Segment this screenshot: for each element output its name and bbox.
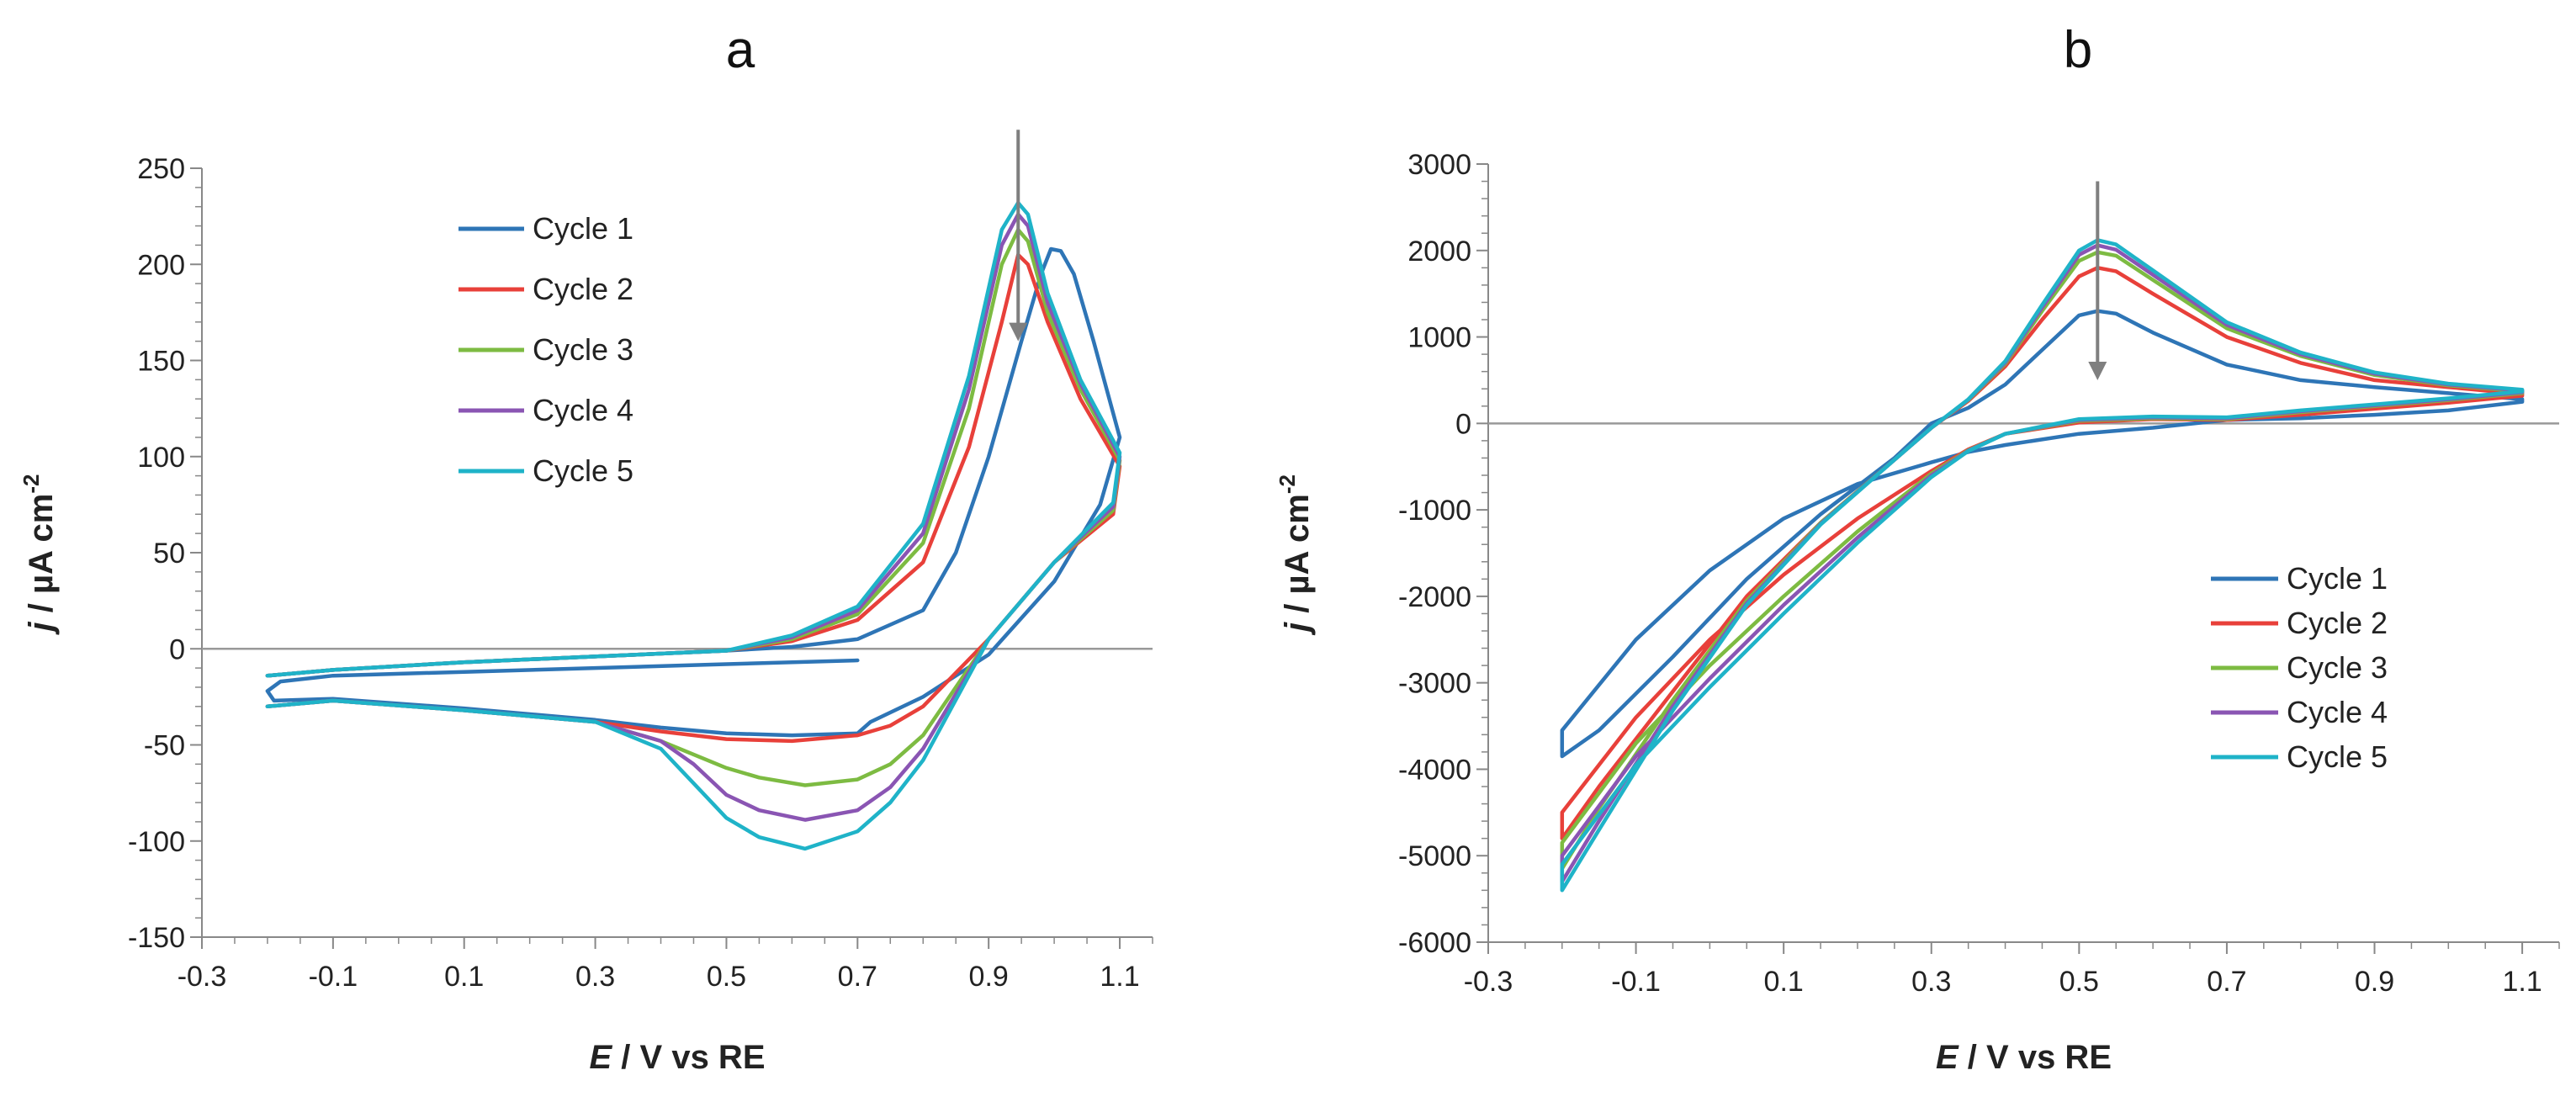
chart-b-y-axis-label: j / µA cm-2 [1275, 474, 1316, 636]
chart-b-legend-label-cycle-4: Cycle 4 [2287, 695, 2388, 729]
chart-b-x-tick-label: 1.1 [2502, 966, 2542, 998]
chart-b-legend-label-cycle-3: Cycle 3 [2287, 650, 2388, 685]
chart-b-legend-label-cycle-1: Cycle 1 [2287, 561, 2388, 596]
chart-b-y-tick-label: -4000 [1398, 754, 1471, 786]
chart-a-legend-label-cycle-2: Cycle 2 [533, 272, 633, 306]
chart-b-x-axis-label: E / V vs RE [1936, 1039, 2112, 1076]
chart-a-y-tick-label: 200 [137, 249, 185, 281]
chart-a-panel-title: a [726, 21, 755, 79]
chart-a-x-tick-label: -0.1 [309, 961, 358, 993]
chart-b-y-tick-label: -3000 [1398, 668, 1471, 700]
chart-a-legend-label-cycle-4: Cycle 4 [533, 393, 633, 427]
chart-a-y-tick-label: 50 [153, 538, 185, 570]
chart-b-arrow-head-icon [2088, 361, 2107, 380]
chart-a-x-tick-label: 0.7 [838, 961, 877, 993]
chart-a-legend: Cycle 1 Cycle 2 Cycle 3 Cycle 4 Cycle 5 [458, 211, 633, 488]
chart-b-panel-title: b [2064, 21, 2092, 79]
chart-b-x-tick-label: -0.3 [1464, 966, 1513, 998]
chart-a-series-line-cycle-5 [265, 200, 1122, 851]
chart-panel-b: b 3000 2000 1000 0 -1000 -2000 -3000 -4000 -5000 -… [1275, 21, 2560, 1076]
chart-b-y-tick-label: 3000 [1407, 149, 1471, 181]
chart-b-x-tick-label: 0.9 [2355, 966, 2394, 998]
chart-b-legend-label-cycle-5: Cycle 5 [2287, 739, 2388, 774]
chart-a-x-tick-label: 0.5 [707, 961, 746, 993]
chart-b-y-tick-label: -5000 [1398, 840, 1471, 872]
chart-a-y-tick-label: 100 [137, 442, 185, 474]
chart-b-x-tick-label: -0.1 [1611, 966, 1661, 998]
chart-a-legend-label-cycle-5: Cycle 5 [533, 453, 633, 488]
chart-a-y-tick-label: -100 [128, 826, 185, 858]
chart-a-x-axis-label: E / V vs RE [590, 1039, 766, 1076]
chart-b-legend: Cycle 1 Cycle 2 Cycle 3 Cycle 4 Cycle 5 [2211, 561, 2388, 774]
chart-a-legend-label-cycle-3: Cycle 3 [533, 332, 633, 367]
chart-b-series-line-cycle-5 [1560, 238, 2525, 893]
chart-panel-a: a 250 200 150 100 50 0 -50 -100 -150 -0.3 -0.1 0.1 0.… [19, 21, 1153, 1076]
chart-b-y-tick-label: -2000 [1398, 581, 1471, 613]
chart-a-arrow-head-icon [1009, 322, 1028, 342]
chart-b-legend-label-cycle-2: Cycle 2 [2287, 606, 2388, 640]
chart-a-x-tick-label: 0.1 [444, 961, 484, 993]
chart-a-x-tick-label: 0.9 [969, 961, 1009, 993]
chart-a-x-tick-label: 1.1 [1100, 961, 1139, 993]
chart-b-y-tick-label: 2000 [1407, 236, 1471, 268]
chart-b-x-tick-label: 0.3 [1911, 966, 1951, 998]
chart-b-y-tick-label: 0 [1455, 408, 1471, 440]
chart-a-series-line-cycle-1 [265, 246, 1122, 738]
chart-a-y-tick-label: 150 [137, 346, 185, 378]
chart-b-x-tick-label: 0.5 [2059, 966, 2099, 998]
chart-b-y-tick-label: -6000 [1398, 927, 1471, 959]
chart-a-y-tick-label: -150 [128, 922, 185, 954]
chart-a-x-tick-label: -0.3 [178, 961, 227, 993]
chart-b-y-tick-label: 1000 [1407, 322, 1471, 354]
chart-b-x-tick-label: 0.1 [1764, 966, 1804, 998]
chart-b-y-tick-label: -1000 [1398, 495, 1471, 527]
chart-a-y-axis-label: j / µA cm-2 [19, 474, 60, 636]
chart-a-x-tick-label: 0.3 [575, 961, 615, 993]
chart-a-legend-label-cycle-1: Cycle 1 [533, 211, 633, 246]
chart-a-y-tick-label: 0 [169, 633, 185, 665]
chart-a-y-tick-label: -50 [144, 730, 185, 762]
chart-a-y-tick-label: 250 [137, 153, 185, 185]
chart-b-x-tick-label: 0.7 [2207, 966, 2246, 998]
